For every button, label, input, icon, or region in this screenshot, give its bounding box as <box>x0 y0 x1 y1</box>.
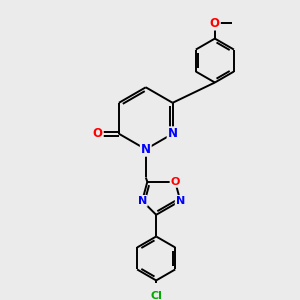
Text: O: O <box>170 177 180 187</box>
Text: Cl: Cl <box>150 291 162 300</box>
Text: O: O <box>93 127 103 140</box>
Text: N: N <box>138 196 147 206</box>
Text: N: N <box>176 196 185 206</box>
Text: N: N <box>168 127 178 140</box>
Text: N: N <box>141 143 151 156</box>
Text: O: O <box>210 16 220 30</box>
